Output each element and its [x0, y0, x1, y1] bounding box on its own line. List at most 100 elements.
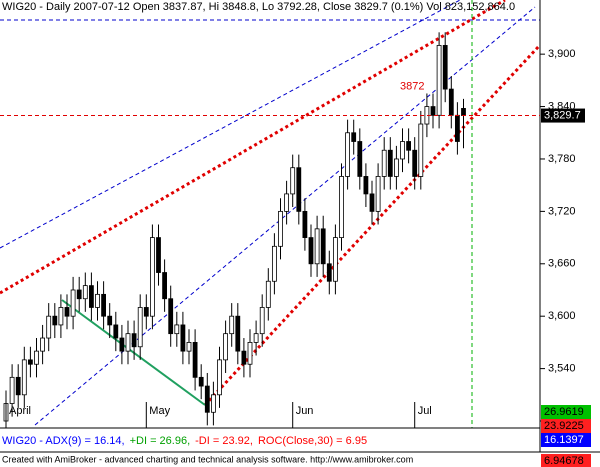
candle-body [192, 341, 198, 378]
candle-body [162, 272, 168, 300]
candle-body [64, 307, 70, 317]
indicator-legend: +DI = 26.96, [130, 435, 191, 447]
candle-body [448, 88, 454, 116]
candle-body [436, 45, 442, 116]
candle-body [143, 307, 149, 317]
candle-body [375, 176, 381, 212]
candle-body [76, 289, 82, 300]
candle-body [430, 106, 436, 116]
indicator-value-box [541, 405, 591, 419]
candle-body [290, 167, 296, 195]
candle-body [387, 149, 393, 177]
candle-body [393, 158, 399, 177]
candle-body [101, 293, 106, 317]
indicator-value: 23.9225 [544, 420, 584, 432]
candle-body [70, 289, 76, 317]
candle-body [381, 149, 387, 177]
y-tick-label: 3,600 [548, 310, 576, 322]
candle-body [46, 315, 52, 339]
indicator-value: 26.9619 [544, 406, 584, 418]
trend-line [61, 299, 206, 406]
candle-body [339, 176, 344, 238]
candle-body [107, 315, 113, 326]
x-tick-label: April [9, 405, 31, 417]
annotation: 3872 [400, 81, 424, 93]
candle-body [82, 285, 88, 300]
x-tick-label: May [149, 405, 170, 417]
x-tick-label: Jul [418, 405, 432, 417]
y-tick-label: 3,660 [548, 258, 576, 270]
candle-body [241, 350, 247, 365]
indicator-value-box [541, 433, 591, 447]
y-tick-label: 3,540 [548, 363, 576, 375]
candle-body [406, 141, 412, 151]
candle-body [400, 141, 405, 160]
candle-body [296, 167, 302, 212]
candle-body [351, 132, 357, 142]
candle-body [271, 245, 277, 282]
candle-body [247, 341, 253, 365]
candle-body [156, 237, 161, 273]
candle-body [34, 350, 39, 365]
indicator-value-box [541, 419, 591, 433]
candle-body [15, 376, 21, 396]
candle-body [345, 132, 351, 177]
candle-body [265, 280, 271, 308]
candle-body [21, 359, 27, 396]
candle-body [210, 394, 216, 413]
candle-body [149, 237, 155, 317]
candle-body [418, 123, 424, 177]
candle-body [168, 298, 174, 335]
indicator-value-box [541, 454, 591, 467]
candle-body [284, 193, 290, 212]
footer: Created with AmiBroker - advanced charti… [2, 454, 413, 464]
candle-body [308, 237, 314, 265]
y-tick-label: 3,720 [548, 205, 576, 217]
candle-body [174, 324, 180, 335]
candle-body [314, 228, 320, 265]
trend-lines [0, 0, 600, 453]
close-label: 3,829.7 [544, 109, 581, 121]
x-tick-label: Jun [296, 405, 314, 417]
y-tick-label: 3,780 [548, 153, 576, 165]
chart-title: WIG20 - Daily 2007-07-12 Open 3837.87, H… [2, 1, 515, 13]
y-tick-label: 3,900 [548, 48, 576, 60]
wedge-line [203, 43, 542, 407]
candle-body [223, 333, 229, 361]
candle-body [217, 359, 222, 396]
candle-body [363, 176, 369, 195]
candle-body [52, 315, 58, 326]
candle-body [27, 359, 33, 365]
candle-body [259, 307, 265, 335]
candle-body [442, 45, 448, 90]
candle-body [125, 333, 131, 352]
candle-body [198, 376, 204, 387]
indicator-value: 16.1397 [544, 434, 584, 446]
candle-body [326, 263, 332, 282]
candle-body [9, 376, 15, 404]
candle-body [412, 149, 418, 177]
close-label-box [541, 108, 585, 123]
candle-body [253, 333, 259, 343]
candle-body [95, 293, 100, 308]
candle-body [278, 210, 283, 247]
candle-body [58, 307, 64, 326]
indicator-legend: ROC(Close,30) = 6.95 [258, 435, 367, 447]
candle-body [137, 307, 143, 348]
candle-body [131, 333, 137, 348]
candle-body [357, 141, 363, 177]
candle-body [235, 315, 241, 352]
channel-line [34, 6, 536, 426]
wedge-line [0, 0, 506, 295]
indicator-value: 6.94678 [544, 455, 584, 467]
candle-body [461, 108, 466, 116]
candle-body [454, 114, 460, 142]
candle-body [369, 193, 375, 212]
candle-body [113, 324, 119, 339]
candle-body [40, 337, 45, 352]
candle-body [180, 324, 186, 352]
channel-line [0, 0, 461, 249]
indicator-legend: WIG20 - ADX(9) = 16.14, [2, 435, 125, 447]
